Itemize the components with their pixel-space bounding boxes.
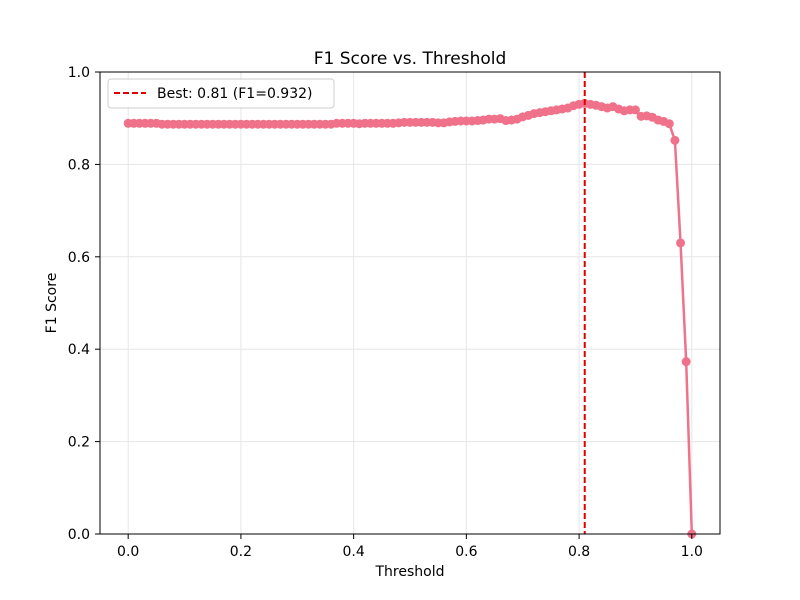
legend: Best: 0.81 (F1=0.932) bbox=[107, 78, 335, 109]
f1-data-point bbox=[670, 135, 680, 145]
f1-data-point bbox=[630, 105, 640, 115]
y-tick-label: 0.2 bbox=[68, 435, 90, 451]
grid bbox=[100, 71, 720, 535]
axis-ticks: 0.0 0.2 0.4 0.6 0.8 1.0 0.0 0.2 0.4 0.6 0.8 1.0 bbox=[68, 65, 703, 560]
x-tick-label: 0.2 bbox=[230, 544, 252, 560]
y-tick-label: 0.6 bbox=[68, 250, 90, 266]
x-axis-label: Threshold bbox=[375, 564, 445, 580]
y-tick-label: 0.0 bbox=[68, 527, 90, 543]
y-axis-label: F1 Score bbox=[44, 273, 60, 334]
chart-title: F1 Score vs. Threshold bbox=[314, 49, 507, 69]
legend-entry-best: Best: 0.81 (F1=0.932) bbox=[157, 86, 312, 102]
x-tick-label: 0.0 bbox=[117, 544, 139, 560]
x-tick-label: 0.8 bbox=[568, 544, 590, 560]
f1-data-point bbox=[664, 119, 674, 129]
legend-box bbox=[107, 78, 335, 109]
plot-area bbox=[123, 72, 697, 539]
x-tick-label: 0.6 bbox=[455, 544, 477, 560]
y-tick-label: 0.4 bbox=[68, 342, 90, 358]
f1-data-point bbox=[681, 357, 691, 367]
x-tick-label: 1.0 bbox=[681, 544, 703, 560]
f1-data-point bbox=[676, 238, 686, 248]
y-tick-label: 1.0 bbox=[68, 65, 90, 81]
x-tick-label: 0.4 bbox=[343, 544, 365, 560]
y-tick-label: 0.8 bbox=[68, 157, 90, 173]
axes-frame bbox=[99, 71, 721, 535]
